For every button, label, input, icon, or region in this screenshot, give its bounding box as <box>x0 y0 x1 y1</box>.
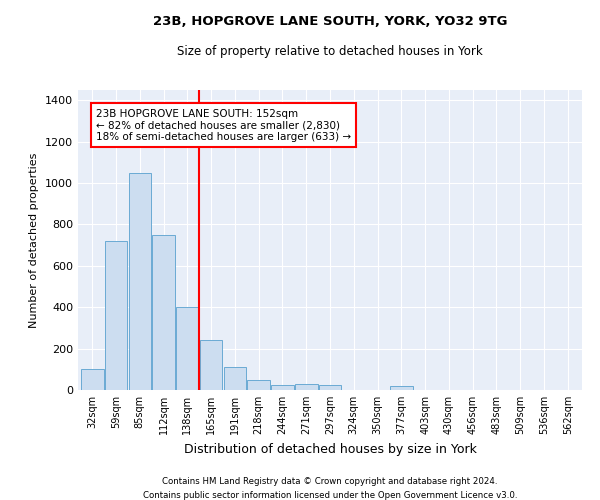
Bar <box>152 235 175 390</box>
Y-axis label: Number of detached properties: Number of detached properties <box>29 152 40 328</box>
Text: 23B, HOPGROVE LANE SOUTH, YORK, YO32 9TG: 23B, HOPGROVE LANE SOUTH, YORK, YO32 9TG <box>153 15 507 28</box>
Bar <box>390 386 413 390</box>
Bar <box>319 385 341 390</box>
Bar <box>81 370 104 390</box>
Bar <box>105 241 127 390</box>
Bar <box>224 367 246 390</box>
Bar <box>176 307 199 390</box>
Bar <box>200 340 223 390</box>
Bar <box>295 384 317 390</box>
Text: Contains HM Land Registry data © Crown copyright and database right 2024.: Contains HM Land Registry data © Crown c… <box>162 478 498 486</box>
Bar <box>128 173 151 390</box>
Text: Contains public sector information licensed under the Open Government Licence v3: Contains public sector information licen… <box>143 491 517 500</box>
X-axis label: Distribution of detached houses by size in York: Distribution of detached houses by size … <box>184 442 476 456</box>
Bar <box>271 385 294 390</box>
Bar <box>247 380 270 390</box>
Text: 23B HOPGROVE LANE SOUTH: 152sqm
← 82% of detached houses are smaller (2,830)
18%: 23B HOPGROVE LANE SOUTH: 152sqm ← 82% of… <box>96 108 351 142</box>
Text: Size of property relative to detached houses in York: Size of property relative to detached ho… <box>177 45 483 58</box>
